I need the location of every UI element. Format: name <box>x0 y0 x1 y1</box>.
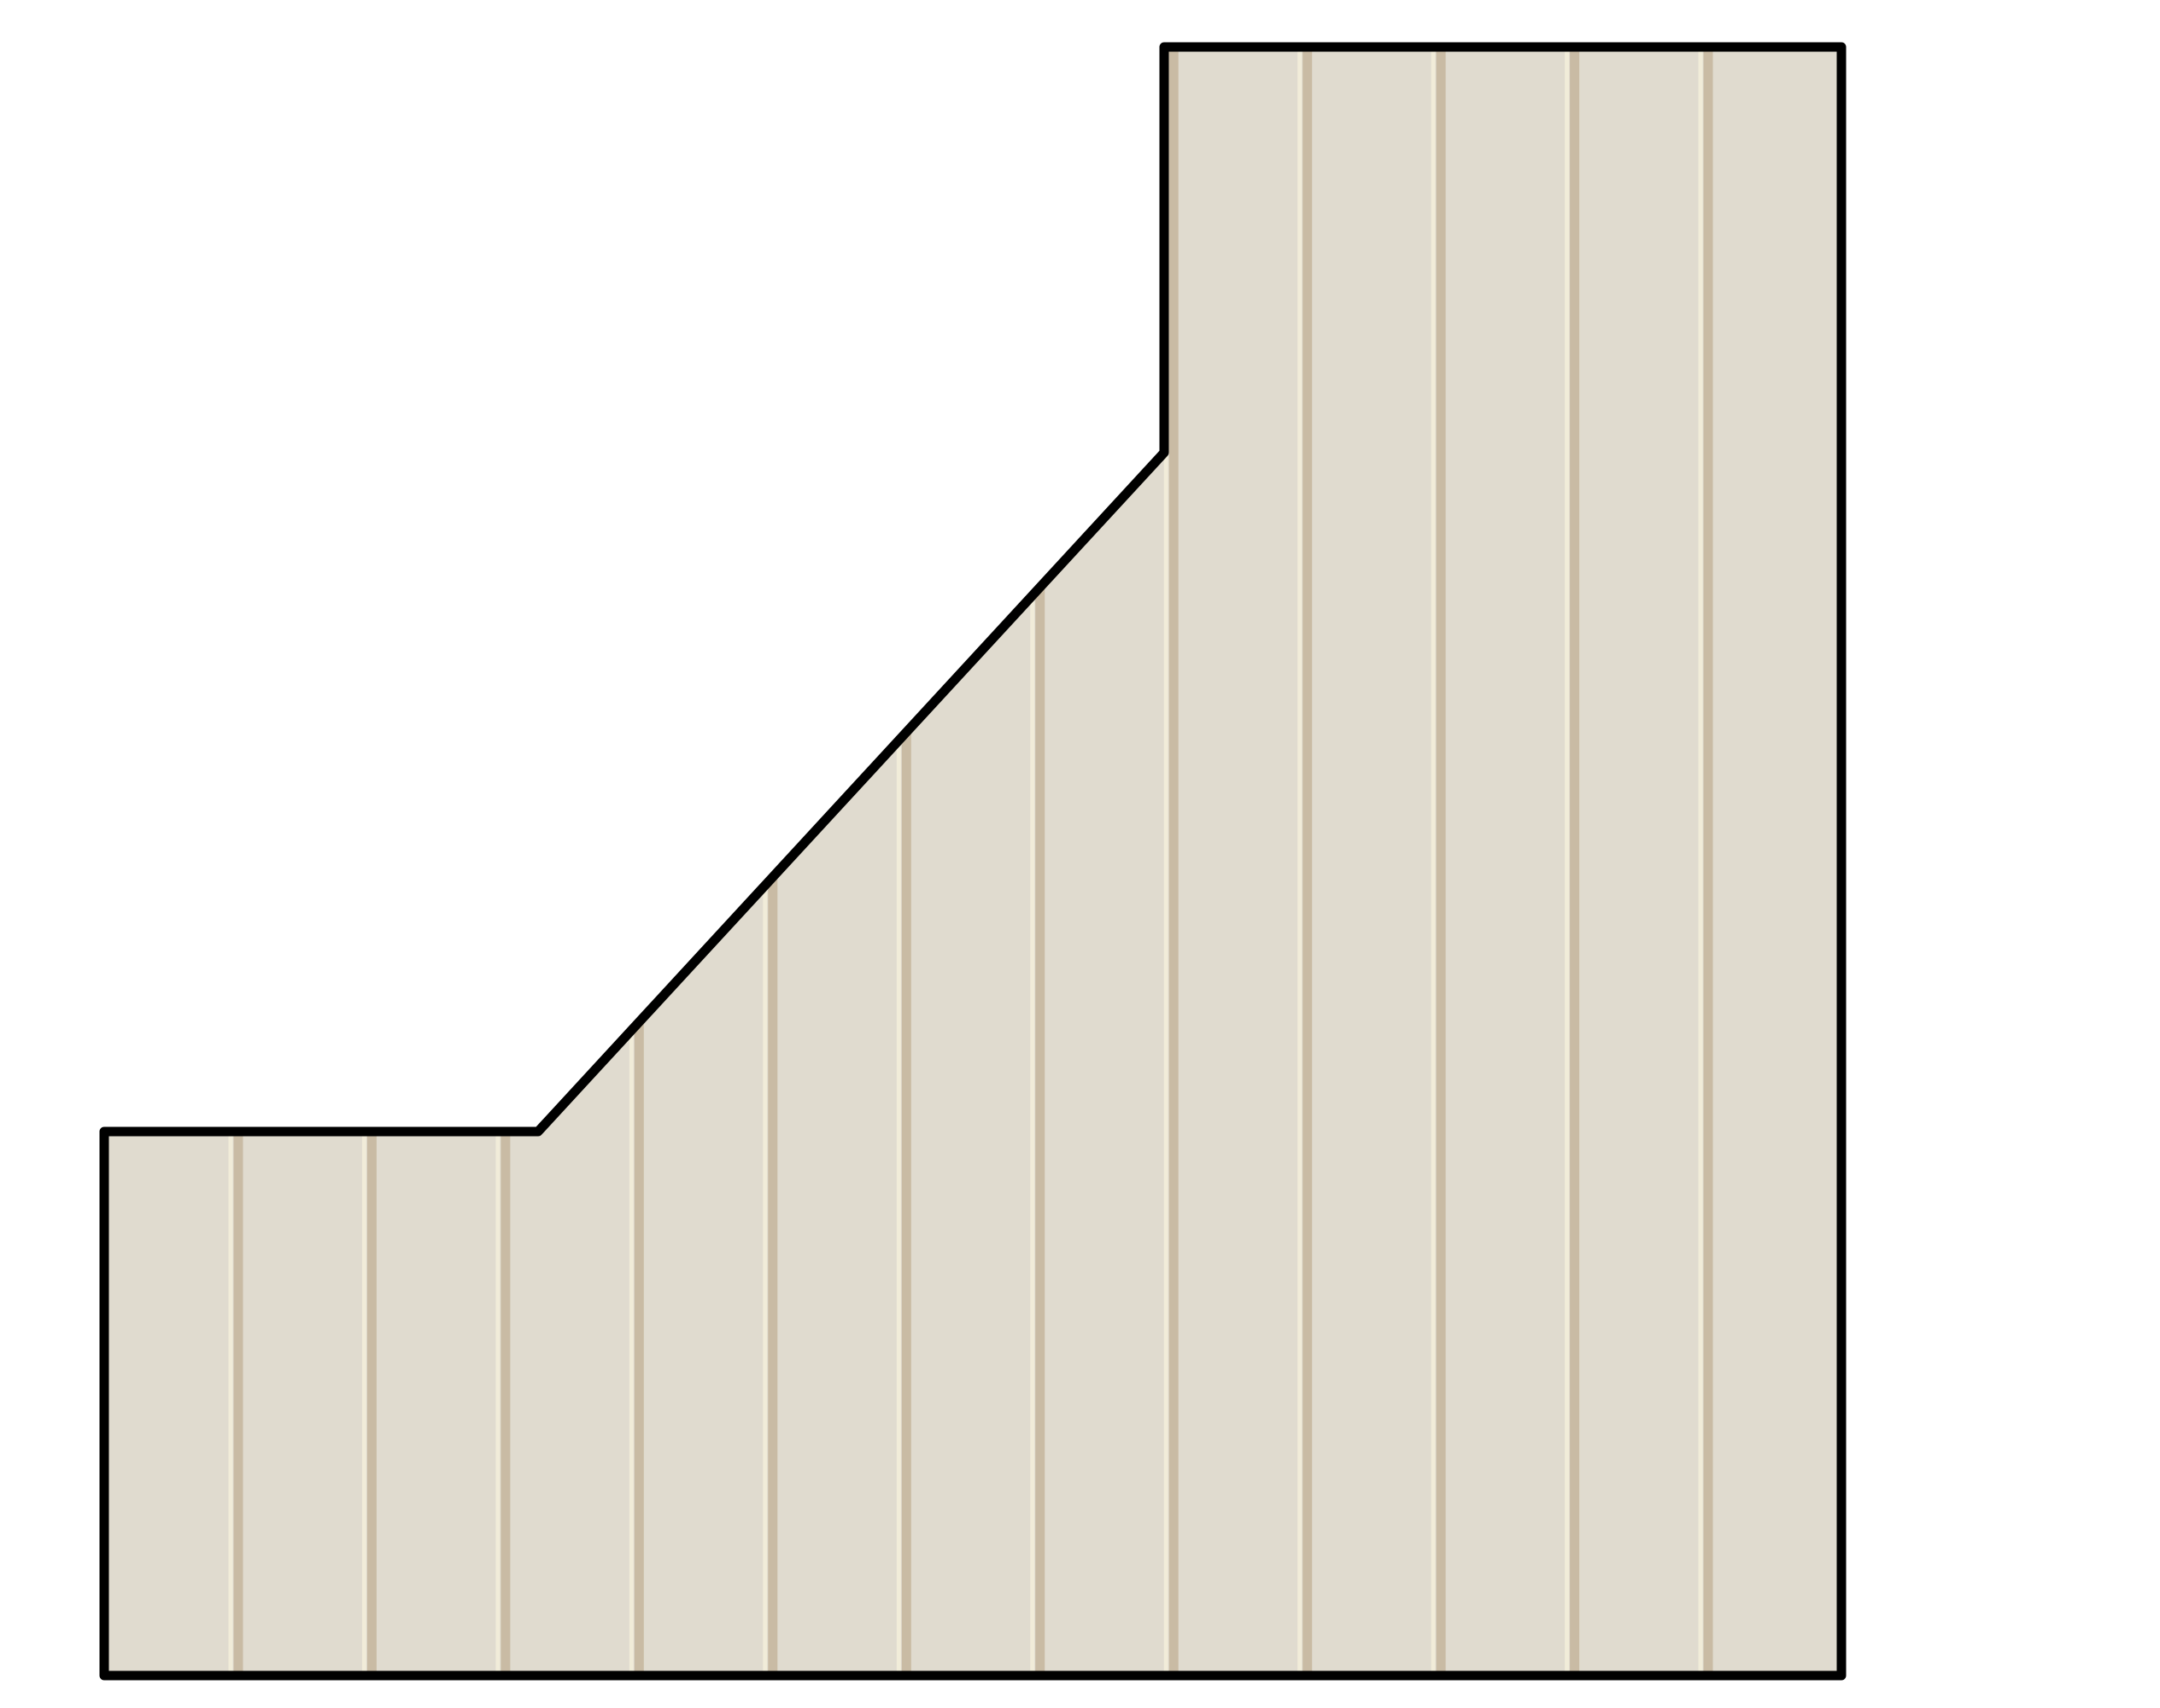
groove-highlight <box>1431 47 1436 1676</box>
groove-highlight <box>1030 47 1035 1676</box>
wall-panel <box>99 42 1847 1681</box>
panel-fill <box>104 47 1841 1676</box>
groove-line <box>901 47 911 1676</box>
groove-highlight <box>763 47 768 1676</box>
groove-highlight <box>1297 47 1302 1676</box>
groove-line <box>500 47 511 1676</box>
groove-line <box>768 47 778 1676</box>
groove-line <box>1570 47 1580 1676</box>
groove-highlight <box>629 47 634 1676</box>
groove-highlight <box>896 47 901 1676</box>
groove-highlight <box>1698 47 1703 1676</box>
groove-line <box>1703 47 1713 1676</box>
groove-line <box>1035 47 1045 1676</box>
groove-highlight <box>1565 47 1570 1676</box>
groove-highlight <box>1163 47 1168 1676</box>
groove-highlight <box>228 47 233 1676</box>
groove-line <box>1302 47 1313 1676</box>
groove-line <box>1436 47 1446 1676</box>
groove-line <box>233 47 243 1676</box>
groove-line <box>1168 47 1179 1676</box>
groove-line <box>634 47 644 1676</box>
groove-line <box>366 47 377 1676</box>
groove-highlight <box>495 47 500 1676</box>
panel-outline <box>99 42 1847 1681</box>
groove-highlight <box>361 47 366 1676</box>
